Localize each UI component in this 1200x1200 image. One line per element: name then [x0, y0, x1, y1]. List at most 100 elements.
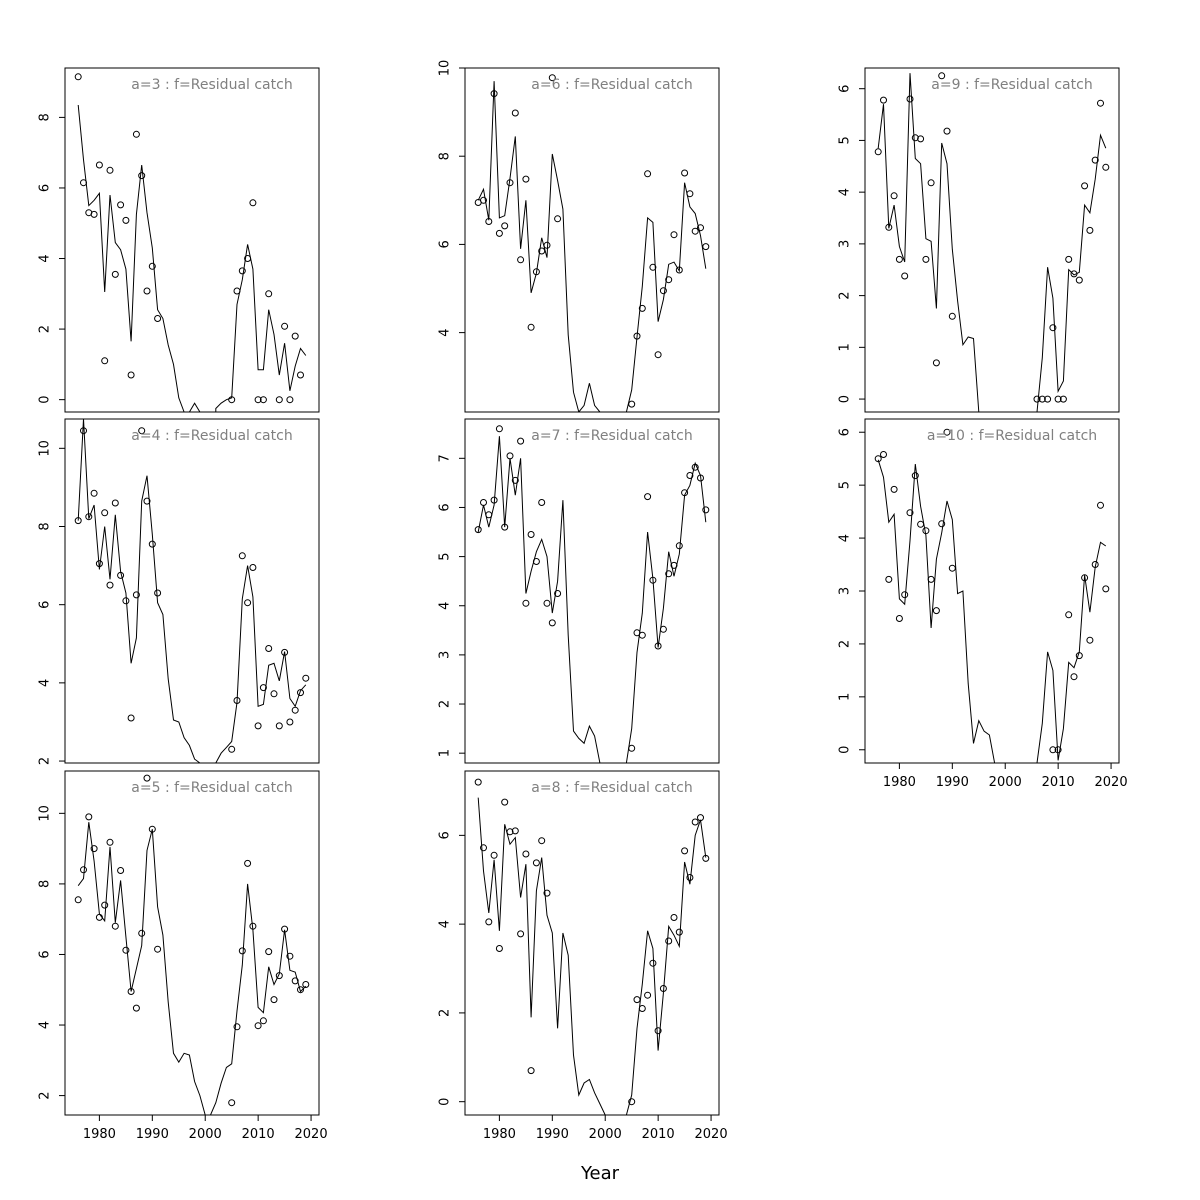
observed-point	[302, 981, 310, 988]
observed-point	[901, 272, 909, 280]
panel-title: a=8 : f=Residual catch	[531, 780, 692, 796]
fitted-line	[215, 565, 307, 763]
observed-point	[485, 918, 493, 926]
observed-point	[259, 1017, 267, 1025]
observed-point	[659, 985, 667, 992]
panel-6: 0 2 4 6 1980 1990 2000 2010 2020 a=8 : f=Residual…	[438, 770, 728, 1142]
observed-point	[154, 589, 162, 597]
observed-point	[244, 859, 252, 867]
observed-point	[233, 287, 241, 295]
observed-point	[90, 845, 98, 853]
observed-point	[297, 986, 304, 994]
observed-point	[101, 901, 109, 909]
plot-frame	[64, 770, 320, 1116]
observed-series	[474, 74, 710, 408]
observed-point	[117, 571, 125, 579]
observed-point	[527, 1067, 535, 1075]
observed-point	[1070, 270, 1078, 278]
observed-point	[1065, 611, 1073, 619]
y-tick-label: 2	[438, 700, 453, 708]
observed-point	[1038, 395, 1046, 403]
fitted-series	[477, 81, 707, 412]
observed-point	[249, 922, 257, 930]
observed-point	[1049, 746, 1057, 754]
observed-point	[511, 109, 519, 117]
observed-point	[1081, 574, 1089, 582]
observed-point	[254, 396, 262, 404]
panel-title: a=3 : f=Residual catch	[131, 77, 292, 93]
panel-title: a=5 : f=Residual catch	[131, 780, 292, 796]
observed-point	[1049, 324, 1057, 332]
observed-point	[1097, 501, 1104, 509]
y-tick-label: 4	[438, 328, 453, 336]
observed-point	[932, 607, 940, 615]
observed-point	[270, 690, 278, 698]
observed-point	[1054, 395, 1062, 403]
fitted-line	[877, 73, 980, 412]
y-tick-label: 0	[438, 1098, 453, 1106]
observed-point	[948, 312, 956, 320]
observed-point	[111, 499, 119, 507]
observed-series	[74, 73, 304, 404]
observed-point	[527, 323, 535, 331]
x-tick-label: 2020	[295, 1127, 328, 1142]
observed-point	[480, 499, 487, 506]
observed-point	[697, 814, 704, 822]
observed-point	[259, 396, 267, 404]
y-tick-label: 6	[838, 428, 853, 436]
panel-7: 0 1 2 3 4 5 6 a=9 : f=Residual catch	[838, 67, 1120, 413]
observed-point	[517, 930, 525, 938]
observed-point	[697, 474, 704, 482]
observed-point	[543, 599, 551, 607]
observed-point	[691, 463, 699, 471]
observed-point	[228, 745, 236, 753]
observed-point	[911, 472, 919, 480]
observed-point	[633, 996, 641, 1004]
observed-point	[495, 945, 503, 952]
observed-point	[895, 615, 903, 622]
observed-point	[127, 714, 135, 722]
observed-series	[874, 428, 1110, 754]
observed-point	[917, 135, 925, 143]
observed-point	[874, 148, 882, 156]
observed-point	[681, 489, 689, 497]
x-tick-label: 2010	[1042, 775, 1075, 790]
y-tick-label: 1	[838, 693, 853, 701]
x-tick-label: 2010	[642, 1127, 675, 1142]
observed-point	[644, 991, 652, 999]
panel-title: a=9 : f=Residual catch	[931, 77, 1092, 93]
observed-point	[238, 267, 246, 275]
observed-point	[127, 371, 135, 379]
observed-point	[495, 425, 503, 433]
observed-point	[691, 227, 699, 235]
observed-point	[554, 590, 562, 597]
observed-point	[259, 684, 267, 692]
observed-point	[943, 127, 951, 135]
observed-point	[117, 867, 125, 874]
observed-point	[554, 215, 562, 223]
observed-point	[228, 1099, 236, 1107]
y-tick-label: 2	[38, 1091, 53, 1099]
observed-point	[281, 322, 289, 330]
y-tick-label: 8	[38, 880, 53, 888]
observed-point	[511, 476, 519, 484]
observed-point	[880, 451, 887, 458]
fitted-series	[477, 797, 707, 1115]
observed-point	[1075, 652, 1083, 660]
y-tick-label: 0	[838, 746, 853, 754]
observed-point	[132, 591, 140, 599]
observed-point	[138, 427, 146, 435]
observed-point	[244, 599, 252, 607]
observed-point	[1091, 156, 1099, 164]
observed-series	[474, 778, 710, 1106]
observed-point	[665, 276, 673, 284]
y-tick-label: 4	[838, 188, 853, 196]
plot-frame	[464, 418, 720, 764]
observed-point	[890, 485, 898, 493]
fitted-line	[210, 883, 307, 1115]
observed-point	[702, 506, 710, 514]
observed-point	[291, 332, 299, 340]
x-axis-label: Year	[580, 1163, 620, 1184]
observed-point	[644, 493, 652, 501]
y-tick-label: 10	[438, 60, 453, 77]
